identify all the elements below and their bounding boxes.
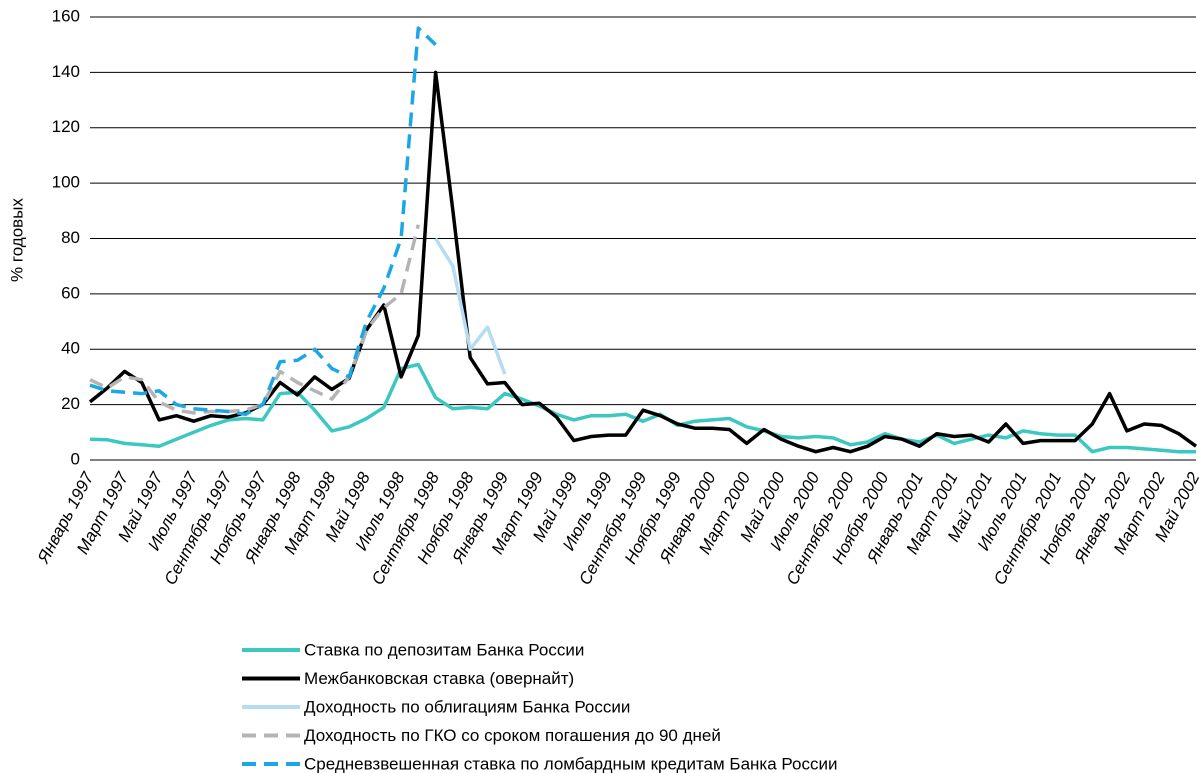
y-tick-label: 140	[52, 62, 80, 81]
legend-label: Средневзвешенная ставка по ломбардным кр…	[304, 754, 837, 773]
legend-label: Доходность по ГКО со сроком погашения до…	[304, 726, 721, 745]
y-axis-label: % годовых	[7, 198, 26, 282]
legend-label: Ставка по депозитам Банка России	[304, 640, 584, 659]
legend-label: Доходность по облигациям Банка России	[304, 697, 630, 716]
series-line	[89, 362, 1196, 454]
series-line	[89, 224, 420, 415]
y-tick-label: 160	[52, 6, 80, 25]
y-tick-label: 40	[61, 339, 80, 358]
y-tick-label: 80	[61, 228, 80, 247]
series-line	[88, 70, 1198, 454]
y-tick-label: 20	[61, 394, 80, 413]
y-tick-label: 120	[52, 117, 80, 136]
y-tick-label: 60	[61, 283, 80, 302]
legend-label: Межбанковская ставка (овернайт)	[304, 669, 574, 688]
y-tick-label: 100	[52, 173, 80, 192]
y-tick-label: 0	[71, 449, 80, 468]
series-line	[434, 237, 507, 375]
series-line	[89, 26, 437, 417]
